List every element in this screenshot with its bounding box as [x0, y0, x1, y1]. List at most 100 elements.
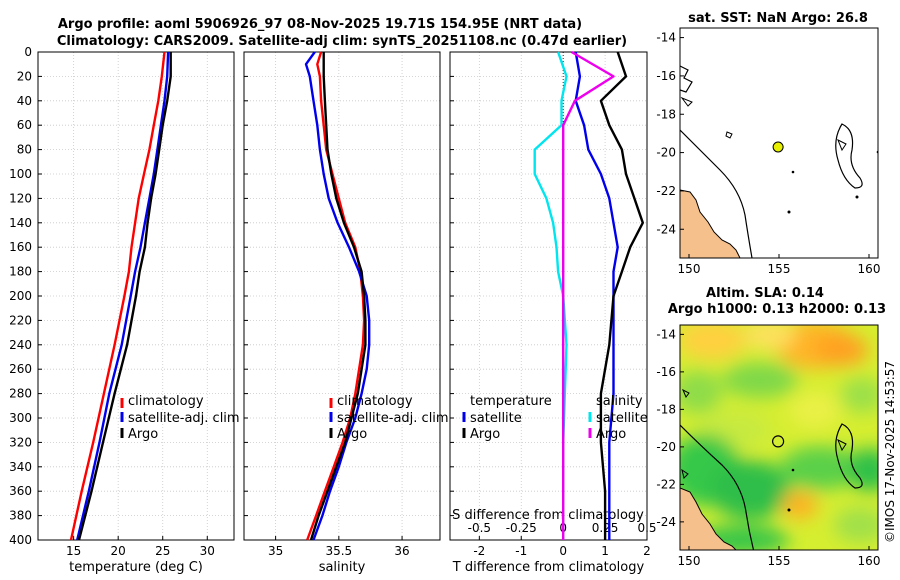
x-tick-label: 0	[559, 544, 567, 558]
depth-tick-label: 340	[9, 460, 32, 474]
sst-map-ticks: 150 155 160 -14 -16 -18 -20 -22 -24	[656, 31, 880, 276]
sst-coastline	[680, 65, 878, 258]
depth-tick-label: 320	[9, 435, 32, 449]
legend-s-satellite: satellite	[596, 411, 648, 426]
x-axis-label: temperature (deg C)	[69, 560, 203, 575]
depth-tick-label: 120	[9, 191, 32, 205]
legend-satellite: satellite-adj. clim	[128, 411, 240, 426]
argo-float-marker	[771, 435, 785, 448]
map-y-tick-label: -24	[656, 222, 676, 236]
map-y-tick-label: -16	[656, 69, 676, 83]
legend-t-argo: Argo	[470, 427, 500, 442]
x-tick-label: 36	[394, 544, 409, 558]
axes-frame	[37, 51, 235, 541]
x-tick-label: 35.5	[325, 544, 352, 558]
map-y-tick-label: -20	[656, 146, 676, 160]
depth-tick-label: 140	[9, 216, 32, 230]
x-tick-label: -1	[515, 544, 527, 558]
sla-map-title-line2: Argo h1000: 0.13 h2000: 0.13	[668, 302, 886, 317]
x-tick-label: 25	[155, 544, 170, 558]
salinity-argo-line	[309, 52, 367, 541]
depth-tick-label: 220	[9, 313, 32, 327]
argo-float-marker	[772, 141, 784, 153]
figure-title-line2: Climatology: CARS2009. Satellite-adj cli…	[57, 34, 627, 49]
map-y-tick-label: -22	[656, 184, 676, 198]
map-y-tick-label: -14	[656, 327, 676, 341]
figure-title-line1: Argo profile: aoml 5906926_97 08-Nov-202…	[58, 17, 582, 32]
x-axis-label: T difference from climatology	[452, 560, 645, 575]
axes-frame	[243, 51, 441, 541]
legend-salinity-heading: salinity	[596, 394, 643, 409]
map-y-tick-label: -22	[656, 477, 676, 491]
s-tick-label: -0.5	[468, 521, 491, 535]
depth-tick-label: 0	[24, 45, 32, 59]
map-x-tick-label: 150	[678, 262, 701, 276]
sst-map-title: sat. SST: NaN Argo: 26.8	[688, 11, 868, 26]
depth-tick-label: 80	[17, 143, 32, 157]
depth-tick-label: 40	[17, 94, 32, 108]
legend-argo: Argo	[128, 427, 158, 442]
temperature-legend: climatology satellite-adj. clim Argo	[120, 394, 240, 442]
difference-panel: -2 -1 0 1 2 T difference from climatology -0.5…	[449, 50, 657, 575]
x-axis-label: salinity	[319, 560, 366, 575]
legend-s-argo: Argo	[596, 427, 626, 442]
sla-map-ticks: 150 155 160 -14 -16 -18 -20 -22 -24	[656, 327, 880, 568]
temperature-argo-line	[77, 52, 172, 541]
legend-t-satellite: satellite	[470, 411, 522, 426]
x-tick-label: 2	[643, 544, 651, 558]
sla-map: Altim. SLA: 0.14 Argo h1000: 0.13 h2000:…	[656, 286, 886, 568]
legend-satellite: satellite-adj. clim	[337, 411, 449, 426]
salinity-panel: 35 35.5 36 salinity	[243, 51, 441, 575]
map-y-tick-label: -18	[656, 107, 676, 121]
t-diff-satellite-line	[574, 51, 619, 540]
x-tick-label: 15	[66, 544, 81, 558]
x-tick-label: 1	[601, 544, 609, 558]
legend-temperature-heading: temperature	[470, 394, 552, 409]
x-tick-label: -2	[473, 544, 485, 558]
map-x-tick-label: 150	[678, 554, 701, 568]
map-y-tick-label: -20	[656, 440, 676, 454]
s-tick-label: 0.5	[637, 521, 656, 535]
difference-legend: temperature satellite Argo salinity sate…	[462, 394, 648, 442]
salinity-legend: climatology satellite-adj. clim Argo	[329, 394, 449, 442]
depth-tick-label: 260	[9, 362, 32, 376]
depth-tick-label: 280	[9, 387, 32, 401]
sla-map-title-line1: Altim. SLA: 0.14	[706, 286, 824, 301]
map-y-tick-label: -16	[656, 365, 676, 379]
map-x-tick-label: 160	[858, 262, 881, 276]
map-x-tick-label: 160	[858, 554, 881, 568]
s-tick-label: -0.25	[506, 521, 537, 535]
x-tick-label: 20	[111, 544, 126, 558]
depth-tick-label: 300	[9, 411, 32, 425]
map-y-tick-label: -18	[656, 402, 676, 416]
depth-tick-label: 20	[17, 69, 32, 83]
depth-tick-label: 380	[9, 509, 32, 523]
map-x-tick-label: 155	[768, 554, 791, 568]
depth-tick-label: 240	[9, 338, 32, 352]
temperature-panel: 0 20 40 60 80 100 120 140 160 180 200 220 240 260 280 3…	[9, 45, 235, 575]
map-y-tick-label: -24	[656, 515, 676, 529]
depth-tick-label: 60	[17, 118, 32, 132]
temperature-climatology-line	[69, 51, 166, 541]
sla-field	[680, 325, 878, 550]
depth-tick-label: 400	[9, 533, 32, 547]
temperature-satellite-line	[76, 51, 170, 541]
depth-tick-label: 180	[9, 265, 32, 279]
sst-map: sat. SST: NaN Argo: 26.8 150 155 160 -14 -16…	[656, 11, 880, 276]
legend-argo: Argo	[337, 427, 367, 442]
legend-climatology: climatology	[128, 394, 204, 409]
depth-tick-label: 100	[9, 167, 32, 181]
map-y-tick-label: -14	[656, 31, 676, 45]
depth-tick-label: 160	[9, 240, 32, 254]
x-tick-label: 35	[268, 544, 283, 558]
map-x-tick-label: 155	[768, 262, 791, 276]
salinity-climatology-line	[306, 51, 366, 541]
depth-tick-label: 360	[9, 484, 32, 498]
t-diff-argo-line	[599, 51, 644, 540]
s-axis-label: S difference from climatology	[452, 508, 644, 523]
depth-tick-label: 200	[9, 289, 32, 303]
legend-climatology: climatology	[337, 394, 413, 409]
s-diff-argo-line	[562, 50, 615, 540]
imos-timestamp: ©IMOS 17-Nov-2025 14:53:57	[883, 361, 897, 543]
